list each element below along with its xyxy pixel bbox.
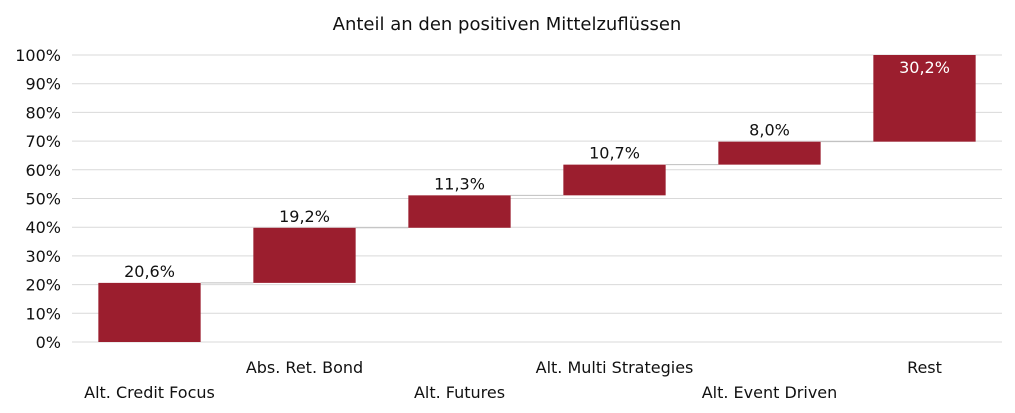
data-labels: 20,6% 19,2% 11,3% 10,7% 8,0% 30,2% xyxy=(124,58,950,281)
data-label: 11,3% xyxy=(434,174,485,193)
data-label: 19,2% xyxy=(279,207,330,226)
data-label: 10,7% xyxy=(589,144,640,163)
bars xyxy=(98,55,976,342)
bar xyxy=(873,55,976,142)
bar xyxy=(718,141,821,165)
y-tick-label: 30% xyxy=(25,247,61,266)
y-tick-label: 40% xyxy=(25,218,61,237)
y-tick-label: 20% xyxy=(25,276,61,295)
y-tick-label: 10% xyxy=(25,304,61,323)
y-tick-label: 100% xyxy=(15,46,61,65)
category-label: Abs. Ret. Bond xyxy=(246,358,363,377)
connector-lines xyxy=(200,141,874,284)
category-label: Alt. Credit Focus xyxy=(84,383,215,402)
category-label: Alt. Multi Strategies xyxy=(536,358,694,377)
category-label: Alt. Futures xyxy=(414,383,505,402)
gridlines xyxy=(72,54,1002,343)
category-label: Rest xyxy=(907,358,942,377)
y-tick-label: 0% xyxy=(36,333,61,352)
y-tick-label: 90% xyxy=(25,75,61,94)
y-axis-tick-labels: 0% 10% 20% 30% 40% 50% 60% 70% 80% 90% 100% xyxy=(15,46,61,352)
bar xyxy=(408,195,511,228)
y-tick-label: 70% xyxy=(25,132,61,151)
data-label: 8,0% xyxy=(749,121,790,140)
category-label: Alt. Event Driven xyxy=(702,383,838,402)
x-axis-category-labels: Alt. Credit Focus Abs. Ret. Bond Alt. Futu… xyxy=(84,358,942,402)
y-tick-label: 60% xyxy=(25,161,61,180)
y-tick-label: 50% xyxy=(25,190,61,209)
chart-title: Anteil an den positiven Mittelzuflüssen xyxy=(333,14,682,35)
data-label: 30,2% xyxy=(899,58,950,77)
bar xyxy=(98,282,201,342)
bar xyxy=(253,227,356,283)
bar xyxy=(563,164,666,196)
y-tick-label: 80% xyxy=(25,103,61,122)
data-label: 20,6% xyxy=(124,262,175,281)
